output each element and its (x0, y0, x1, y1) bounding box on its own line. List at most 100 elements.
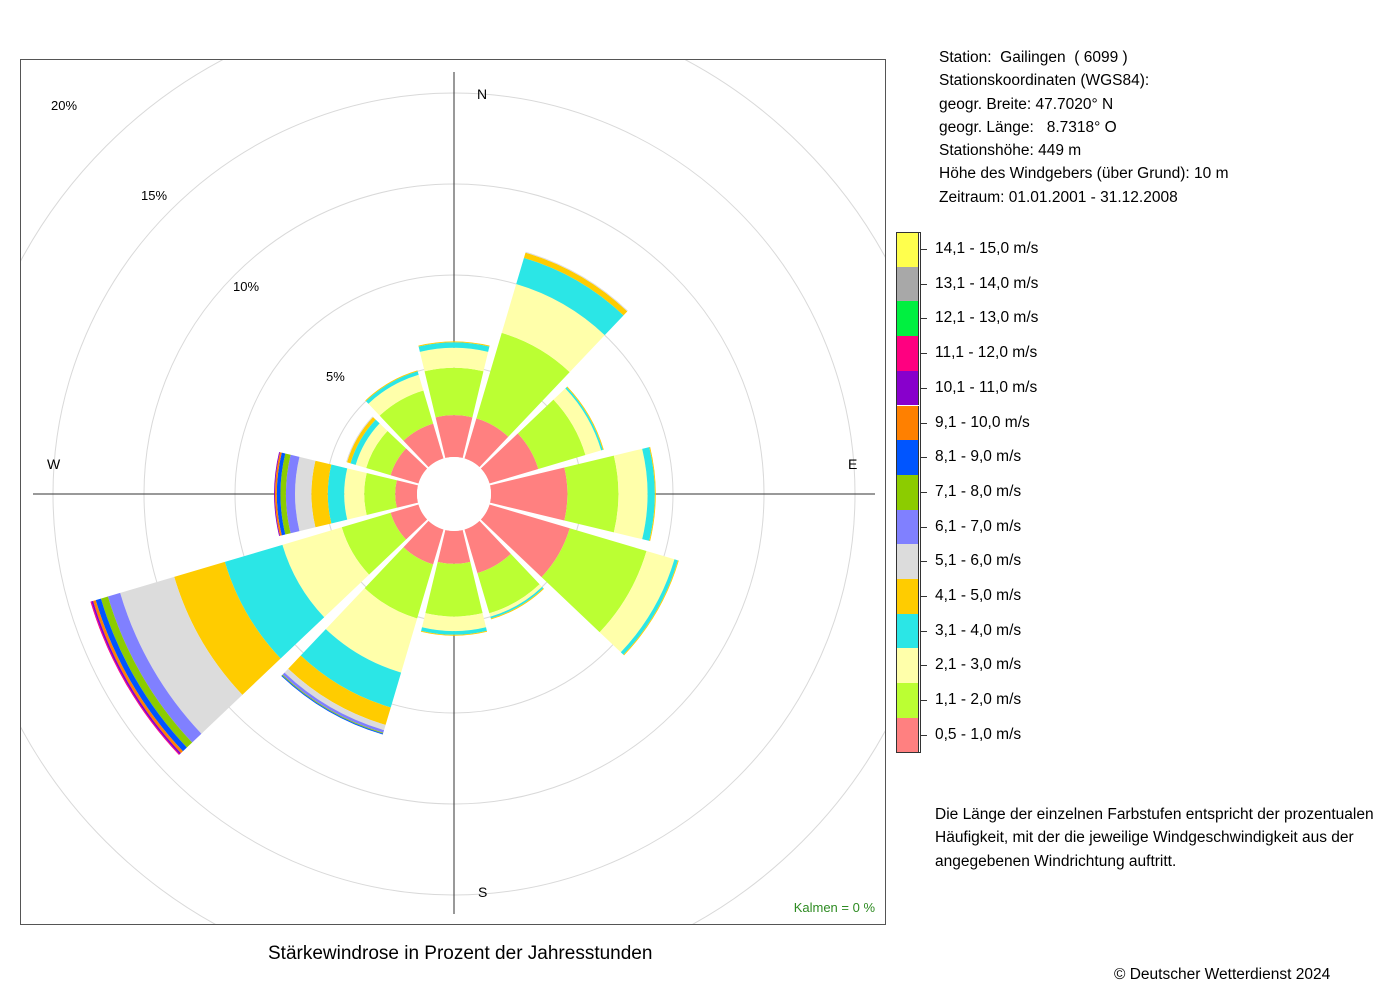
sector-150-class-1 (464, 520, 511, 574)
copyright: © Deutscher Wetterdienst 2024 (1114, 966, 1331, 983)
sector-300 (346, 416, 428, 484)
sector-210-class-1 (403, 520, 444, 565)
compass-north-label: N (477, 86, 488, 102)
sector-120-class-4 (620, 559, 678, 655)
sector-330 (365, 370, 444, 468)
sector-30-class-1 (464, 418, 509, 468)
sector-90-class-2 (564, 455, 619, 533)
time-period: Zeitraum: 01.01.2001 - 31.12.2008 (939, 188, 1178, 206)
explanation-note: Die Länge der einzelnen Farbstufen entsp… (935, 806, 1374, 870)
compass-west-label: W (47, 456, 61, 472)
legend-item: 13,1 - 14,0 m/s (896, 266, 1196, 302)
sector-90 (489, 446, 656, 542)
legend-item: 1,1 - 2,0 m/s (896, 683, 1196, 718)
legend-swatch (896, 648, 919, 684)
anemometer-height: Höhe des Windgebers (über Grund): 10 m (939, 165, 1229, 183)
chart-title: Stärkewindrose in Prozent der Jahresstun… (268, 943, 653, 964)
legend-swatch (896, 613, 919, 649)
sector-270-class-10 (275, 452, 282, 536)
sector-330-class-3 (368, 374, 424, 416)
legend-label: 11,1 - 12,0 m/s (935, 344, 1038, 362)
sector-120-class-2 (541, 528, 647, 633)
sector-180 (420, 529, 488, 636)
legend-item: 11,1 - 12,0 m/s (896, 336, 1196, 371)
sector-0-class-5 (418, 341, 490, 347)
legend-label: 1,1 - 2,0 m/s (935, 691, 1022, 709)
compass-south-label: S (478, 884, 488, 900)
sector-150-class-3 (489, 584, 543, 617)
sector-210-class-5 (288, 655, 391, 725)
sector-30-class-5 (523, 252, 628, 316)
center-calm-circle (417, 457, 491, 531)
station-name: Station: Gailingen ( 6099 ) (939, 49, 1128, 66)
sector-270-class-5 (311, 460, 332, 528)
legend-item: 3,1 - 4,0 m/s (896, 613, 1196, 649)
legend-item: 7,1 - 8,0 m/s (896, 474, 1196, 510)
sector-300-class-1 (390, 448, 428, 484)
sector-270-class-9 (276, 452, 286, 536)
sector-150-class-4 (490, 586, 544, 619)
sector-90-class-4 (642, 447, 655, 541)
legend-label: 14,1 - 15,0 m/s (935, 240, 1039, 257)
sector-240-class-7 (107, 592, 202, 743)
sector-270-class-3 (344, 468, 367, 520)
legend-tick (921, 457, 927, 459)
legend-label: 7,1 - 8,0 m/s (935, 482, 1022, 500)
legend-tick (921, 318, 927, 320)
sector-300-class-3 (355, 423, 388, 468)
ring-label-5: 5% (326, 369, 345, 384)
legend-swatch (896, 509, 919, 545)
legend-swatch (896, 370, 919, 406)
legend-tick (921, 561, 927, 563)
legend-item: 4,1 - 5,0 m/s (896, 579, 1196, 614)
legend-label: 6,1 - 7,0 m/s (935, 517, 1022, 535)
legend-label: 10,1 - 11,0 m/s (935, 378, 1038, 396)
sector-240 (90, 504, 428, 755)
sector-60 (480, 386, 604, 484)
sector-270-class-2 (364, 473, 397, 515)
sector-60-class-2 (517, 399, 586, 470)
sector-240-class-3 (282, 527, 370, 618)
sector-180-class-5 (420, 630, 488, 636)
sector-120 (480, 504, 679, 656)
sector-30-class-4 (516, 257, 624, 336)
legend-swatch (896, 544, 919, 579)
legend-label: 9,1 - 10,0 m/s (935, 413, 1030, 431)
sector-240-class-9 (95, 598, 187, 752)
legend-item: 2,1 - 3,0 m/s (896, 648, 1196, 684)
sector-330-class-2 (379, 390, 434, 441)
sector-90-class-5 (649, 446, 656, 542)
legend-tick (921, 249, 927, 250)
sector-30 (464, 251, 628, 468)
legend-swatch (896, 579, 919, 614)
legend-tick (921, 353, 927, 355)
legend-item: 14,1 - 15,0 m/s (896, 232, 1196, 267)
legend-swatch (896, 266, 919, 302)
sector-0-class-2 (424, 367, 484, 418)
sector-210-class-4 (300, 629, 402, 708)
legend-tick (921, 491, 927, 493)
wind-sectors (90, 251, 679, 755)
legend-item: 0,5 - 1,0 m/s (896, 717, 1196, 753)
legend-item: 8,1 - 9,0 m/s (896, 440, 1196, 475)
sector-180-class-1 (437, 529, 471, 564)
legend-tick (921, 700, 927, 702)
sector-270-class-1 (395, 480, 419, 508)
ring-label-15: 15% (141, 188, 168, 203)
sector-240-class-4 (224, 544, 325, 659)
compass-east-label: E (848, 456, 858, 472)
legend-label: 12,1 - 13,0 m/s (935, 309, 1039, 327)
sector-210-class-3 (325, 588, 418, 673)
sector-330-class-4 (365, 371, 419, 404)
sector-300-class-5 (346, 417, 376, 464)
legend-tick (921, 387, 927, 389)
legend-label: 13,1 - 14,0 m/s (935, 274, 1039, 292)
sector-270-class-7 (285, 454, 300, 534)
sector-180-class-3 (421, 613, 487, 632)
sector-270-class-8 (280, 453, 291, 535)
sector-270 (274, 452, 419, 536)
legend-label: 8,1 - 9,0 m/s (935, 448, 1022, 466)
sector-270-class-4 (327, 464, 348, 524)
sector-90-class-3 (613, 448, 648, 540)
sector-180-class-4 (421, 627, 487, 635)
